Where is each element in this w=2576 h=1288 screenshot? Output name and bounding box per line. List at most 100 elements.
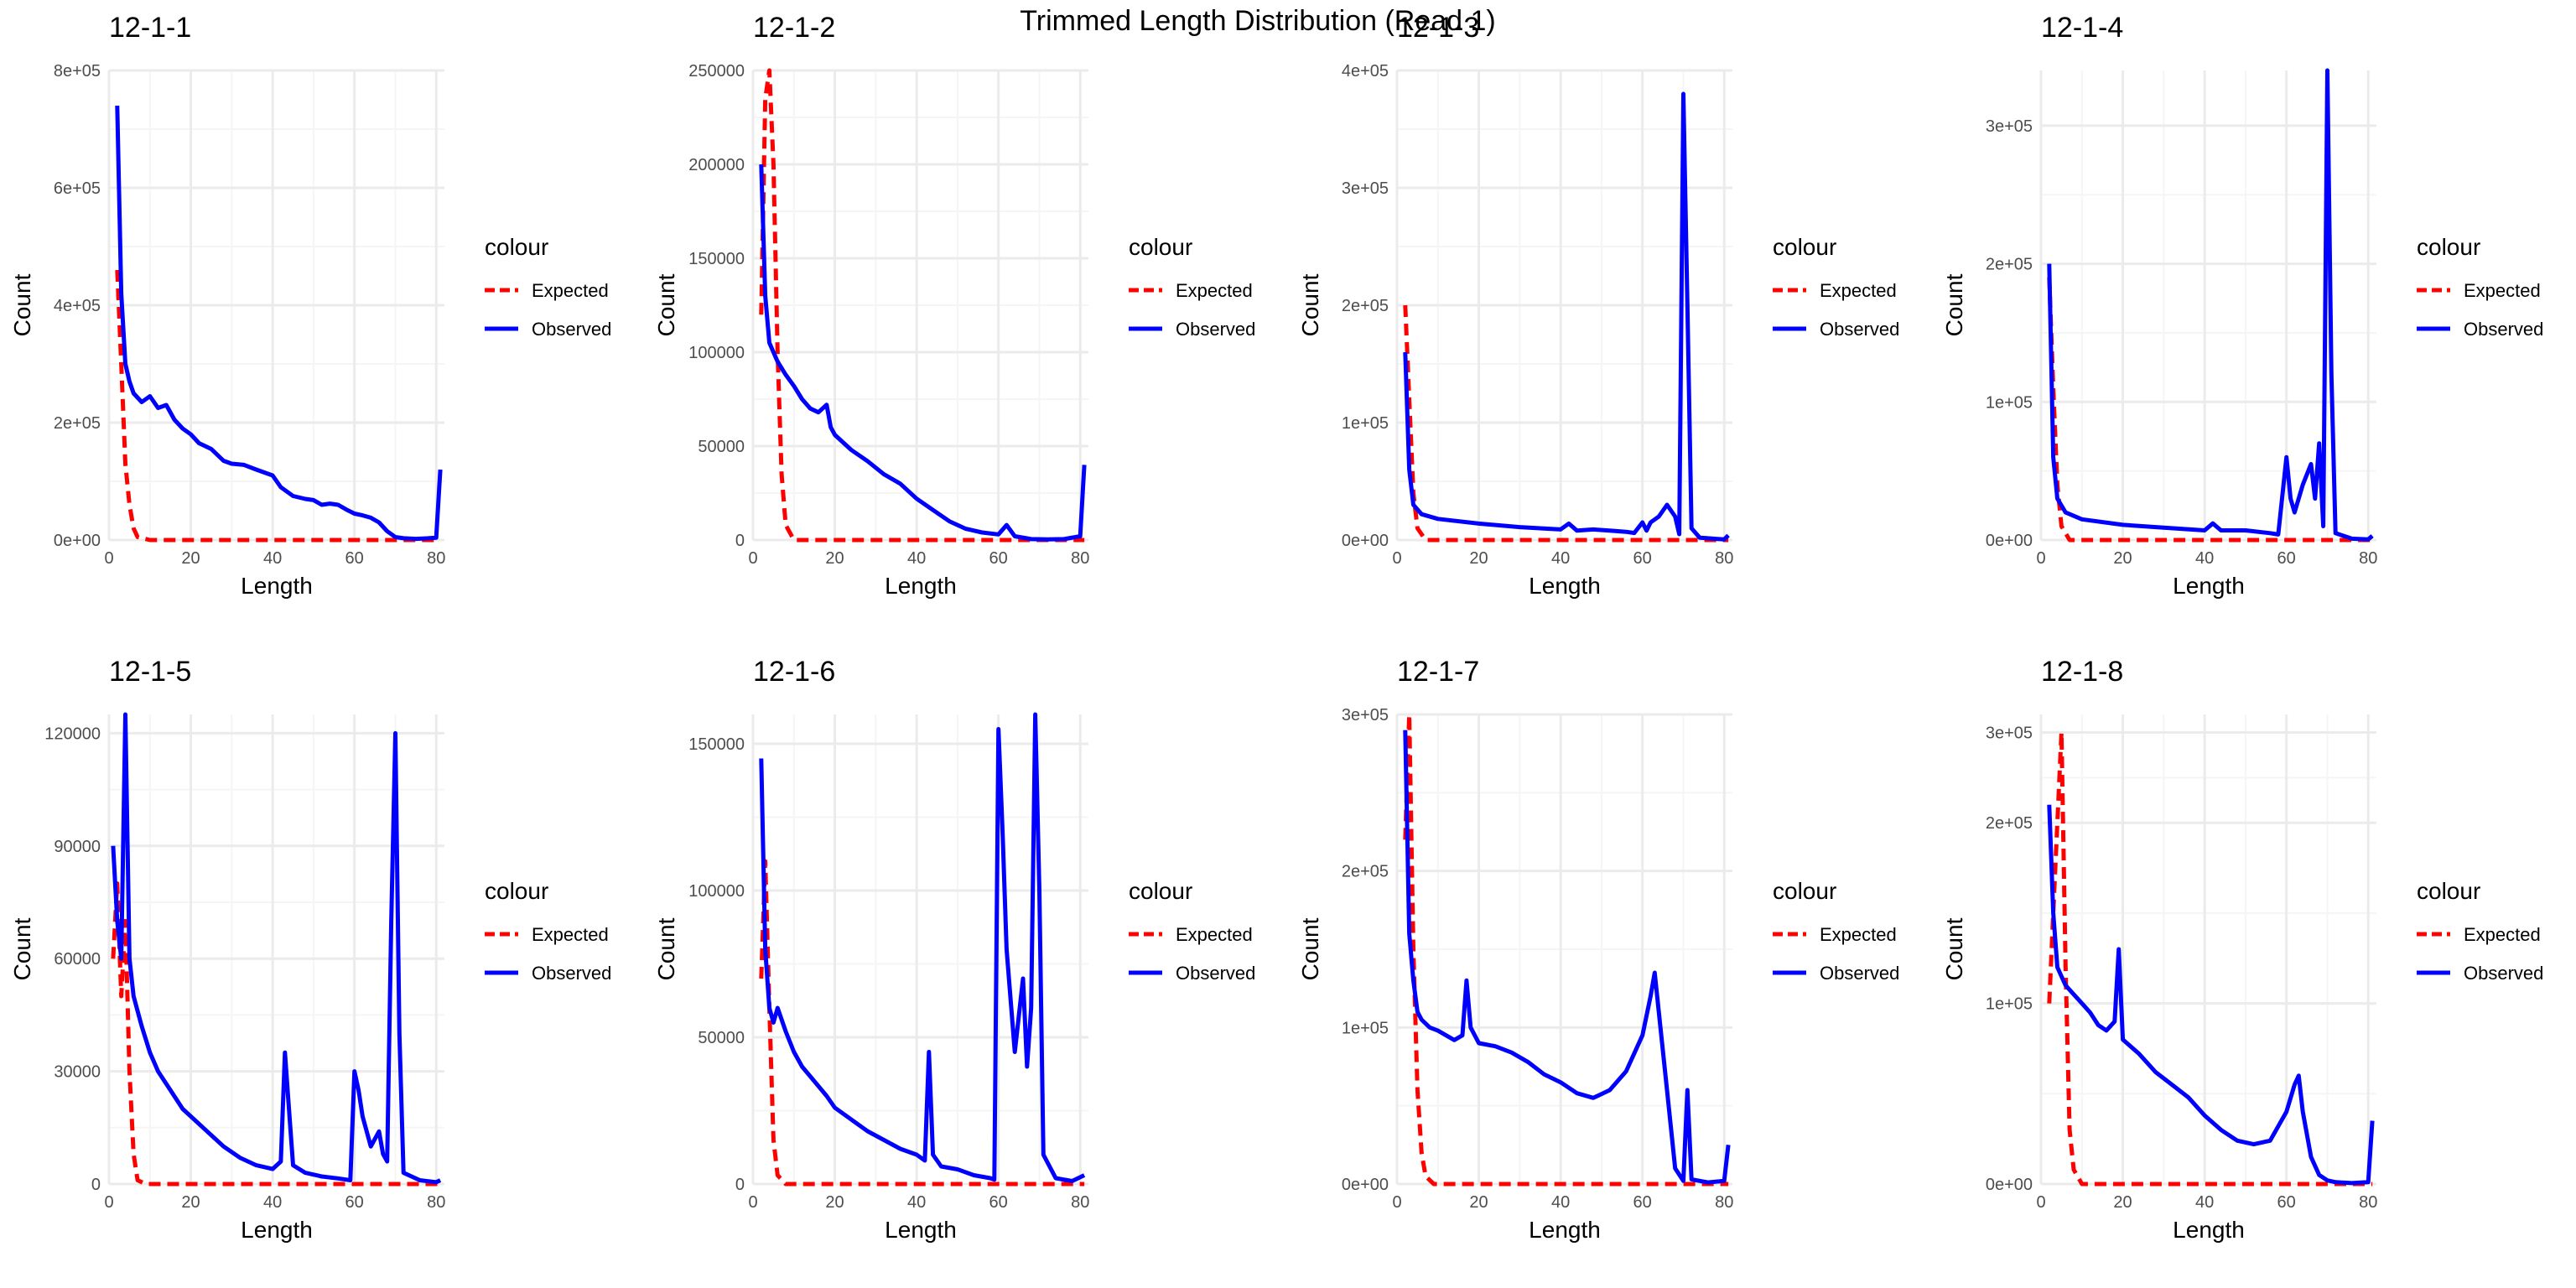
y-tick-label: 3e+05: [1342, 706, 1389, 724]
x-tick-label: 40: [2195, 549, 2214, 568]
legend-label-observed: Observed: [532, 319, 611, 340]
legend-label-expected: Expected: [2464, 924, 2541, 945]
legend-label-observed: Observed: [2464, 963, 2543, 984]
x-tick-label: 60: [989, 549, 1008, 568]
y-tick-label: 0e+00: [1986, 532, 2033, 550]
y-tick-label: 150000: [688, 735, 745, 754]
series-line-observed: [2047, 68, 2374, 542]
y-tick-label: 150000: [688, 250, 745, 268]
x-tick-label: 60: [2277, 549, 2296, 568]
panel-12-1-3: 0 20 40 60 80 0e+00 1e+05 2e+05 3e+05 4e+05 12-1-3…: [1297, 12, 1899, 599]
panel-12-1-5: 0 20 40 60 80 0 30000 60000 90000 120000 12-1-5 Len…: [9, 656, 611, 1243]
y-tick-label: 100000: [688, 344, 745, 362]
panel-12-1-6: 0 20 40 60 80 0 50000 100000 150000 12-1-6 Length C…: [653, 656, 1255, 1243]
x-tick-label: 20: [825, 1193, 844, 1212]
facet-panels: 0 20 40 60 80 0e+00 2e+05 4e+05 6e+05 8e+05 12-1-1…: [9, 12, 2543, 1243]
series-line-expected: [111, 881, 441, 1187]
panel-title: 12-1-5: [109, 656, 191, 688]
legend-title: colour: [1773, 878, 1836, 904]
x-axis-title: Length: [885, 573, 957, 599]
series-line-expected: [1403, 304, 1729, 543]
panel-title: 12-1-1: [109, 12, 191, 44]
x-axis-title: Length: [241, 1217, 313, 1243]
y-tick-label: 1e+05: [1986, 393, 2033, 412]
legend-label-expected: Expected: [532, 280, 609, 301]
x-tick-label: 40: [1551, 1193, 1570, 1212]
x-tick-label: 80: [427, 1193, 445, 1212]
x-tick-label: 0: [2036, 549, 2045, 568]
y-tick-label: 50000: [698, 1029, 745, 1047]
y-axis-title: Count: [1297, 917, 1323, 980]
y-tick-label: 100000: [688, 882, 745, 901]
y-tick-label: 50000: [698, 438, 745, 456]
x-axis-title: Length: [885, 1217, 957, 1243]
x-axis-title: Length: [241, 573, 313, 599]
series-line-observed: [759, 712, 1086, 1183]
legend-title: colour: [1129, 234, 1192, 260]
x-tick-label: 0: [2036, 1193, 2045, 1212]
legend-label-observed: Observed: [532, 963, 611, 984]
y-tick-label: 200000: [688, 156, 745, 174]
series-line-observed: [2047, 804, 2375, 1186]
series-line-observed: [1403, 91, 1730, 542]
x-tick-label: 40: [263, 549, 282, 568]
x-tick-label: 80: [2359, 1193, 2377, 1212]
y-axis-title: Count: [1941, 273, 1967, 336]
x-tick-label: 20: [2113, 1193, 2132, 1212]
x-tick-label: 60: [345, 549, 364, 568]
panel-12-1-7: 0 20 40 60 80 0e+00 1e+05 2e+05 3e+05 12-1-7 Lengt…: [1297, 656, 1899, 1243]
y-tick-label: 1e+05: [1342, 1019, 1389, 1037]
y-tick-label: 120000: [44, 724, 101, 743]
y-tick-label: 4e+05: [54, 297, 101, 315]
panel-12-1-2: 0 20 40 60 80 0 50000 100000 150000 200000 250000 1…: [653, 12, 1255, 599]
y-tick-label: 30000: [54, 1063, 101, 1082]
legend-label-expected: Expected: [1176, 924, 1253, 945]
x-tick-label: 80: [2359, 549, 2377, 568]
x-axis-title: Length: [2173, 573, 2245, 599]
legend-label-observed: Observed: [1820, 963, 1899, 984]
x-tick-label: 80: [427, 549, 445, 568]
x-tick-label: 80: [1071, 1193, 1089, 1212]
y-axis-title: Count: [1297, 273, 1323, 336]
legend-title: colour: [2417, 234, 2480, 260]
y-tick-label: 2e+05: [54, 414, 101, 433]
legend-title: colour: [485, 234, 548, 260]
x-tick-label: 0: [1392, 1193, 1401, 1212]
legend-label-expected: Expected: [1820, 924, 1897, 945]
legend-title: colour: [485, 878, 548, 904]
y-tick-label: 0e+00: [54, 532, 101, 550]
x-tick-label: 20: [825, 549, 844, 568]
x-tick-label: 0: [748, 1193, 757, 1212]
y-axis-title: Count: [1941, 917, 1967, 980]
y-tick-label: 3e+05: [1342, 179, 1389, 198]
panel-12-1-1: 0 20 40 60 80 0e+00 2e+05 4e+05 6e+05 8e+05 12-1-1…: [9, 12, 611, 599]
x-tick-label: 60: [2277, 1193, 2296, 1212]
y-tick-label: 1e+05: [1342, 414, 1389, 433]
y-axis-title: Count: [9, 917, 35, 980]
panel-title: 12-1-6: [753, 656, 835, 688]
x-tick-label: 20: [2113, 549, 2132, 568]
legend-label-observed: Observed: [1176, 319, 1255, 340]
x-tick-label: 40: [907, 1193, 926, 1212]
series-line-expected: [115, 269, 441, 543]
panel-12-1-4: 0 20 40 60 80 0e+00 1e+05 2e+05 3e+05 12-1-4 Lengt…: [1941, 12, 2543, 599]
legend-label-observed: Observed: [2464, 319, 2543, 340]
panel-title: 12-1-8: [2041, 656, 2123, 688]
y-tick-label: 2e+05: [1342, 297, 1389, 315]
x-tick-label: 40: [263, 1193, 282, 1212]
y-tick-label: 2e+05: [1342, 863, 1389, 881]
legend-title: colour: [1129, 878, 1192, 904]
series-line-expected: [2047, 730, 2373, 1187]
series-line-observed: [1403, 730, 1731, 1185]
series-line-expected: [759, 68, 1085, 543]
series-line-expected: [2047, 278, 2373, 543]
y-tick-label: 0: [735, 532, 745, 550]
panel-title: 12-1-2: [753, 12, 835, 44]
legend-title: colour: [2417, 878, 2480, 904]
x-tick-label: 40: [907, 549, 926, 568]
y-axis-title: Count: [653, 273, 679, 336]
series-line-observed: [111, 712, 442, 1185]
legend-label-observed: Observed: [1820, 319, 1899, 340]
legend-title: colour: [1773, 234, 1836, 260]
